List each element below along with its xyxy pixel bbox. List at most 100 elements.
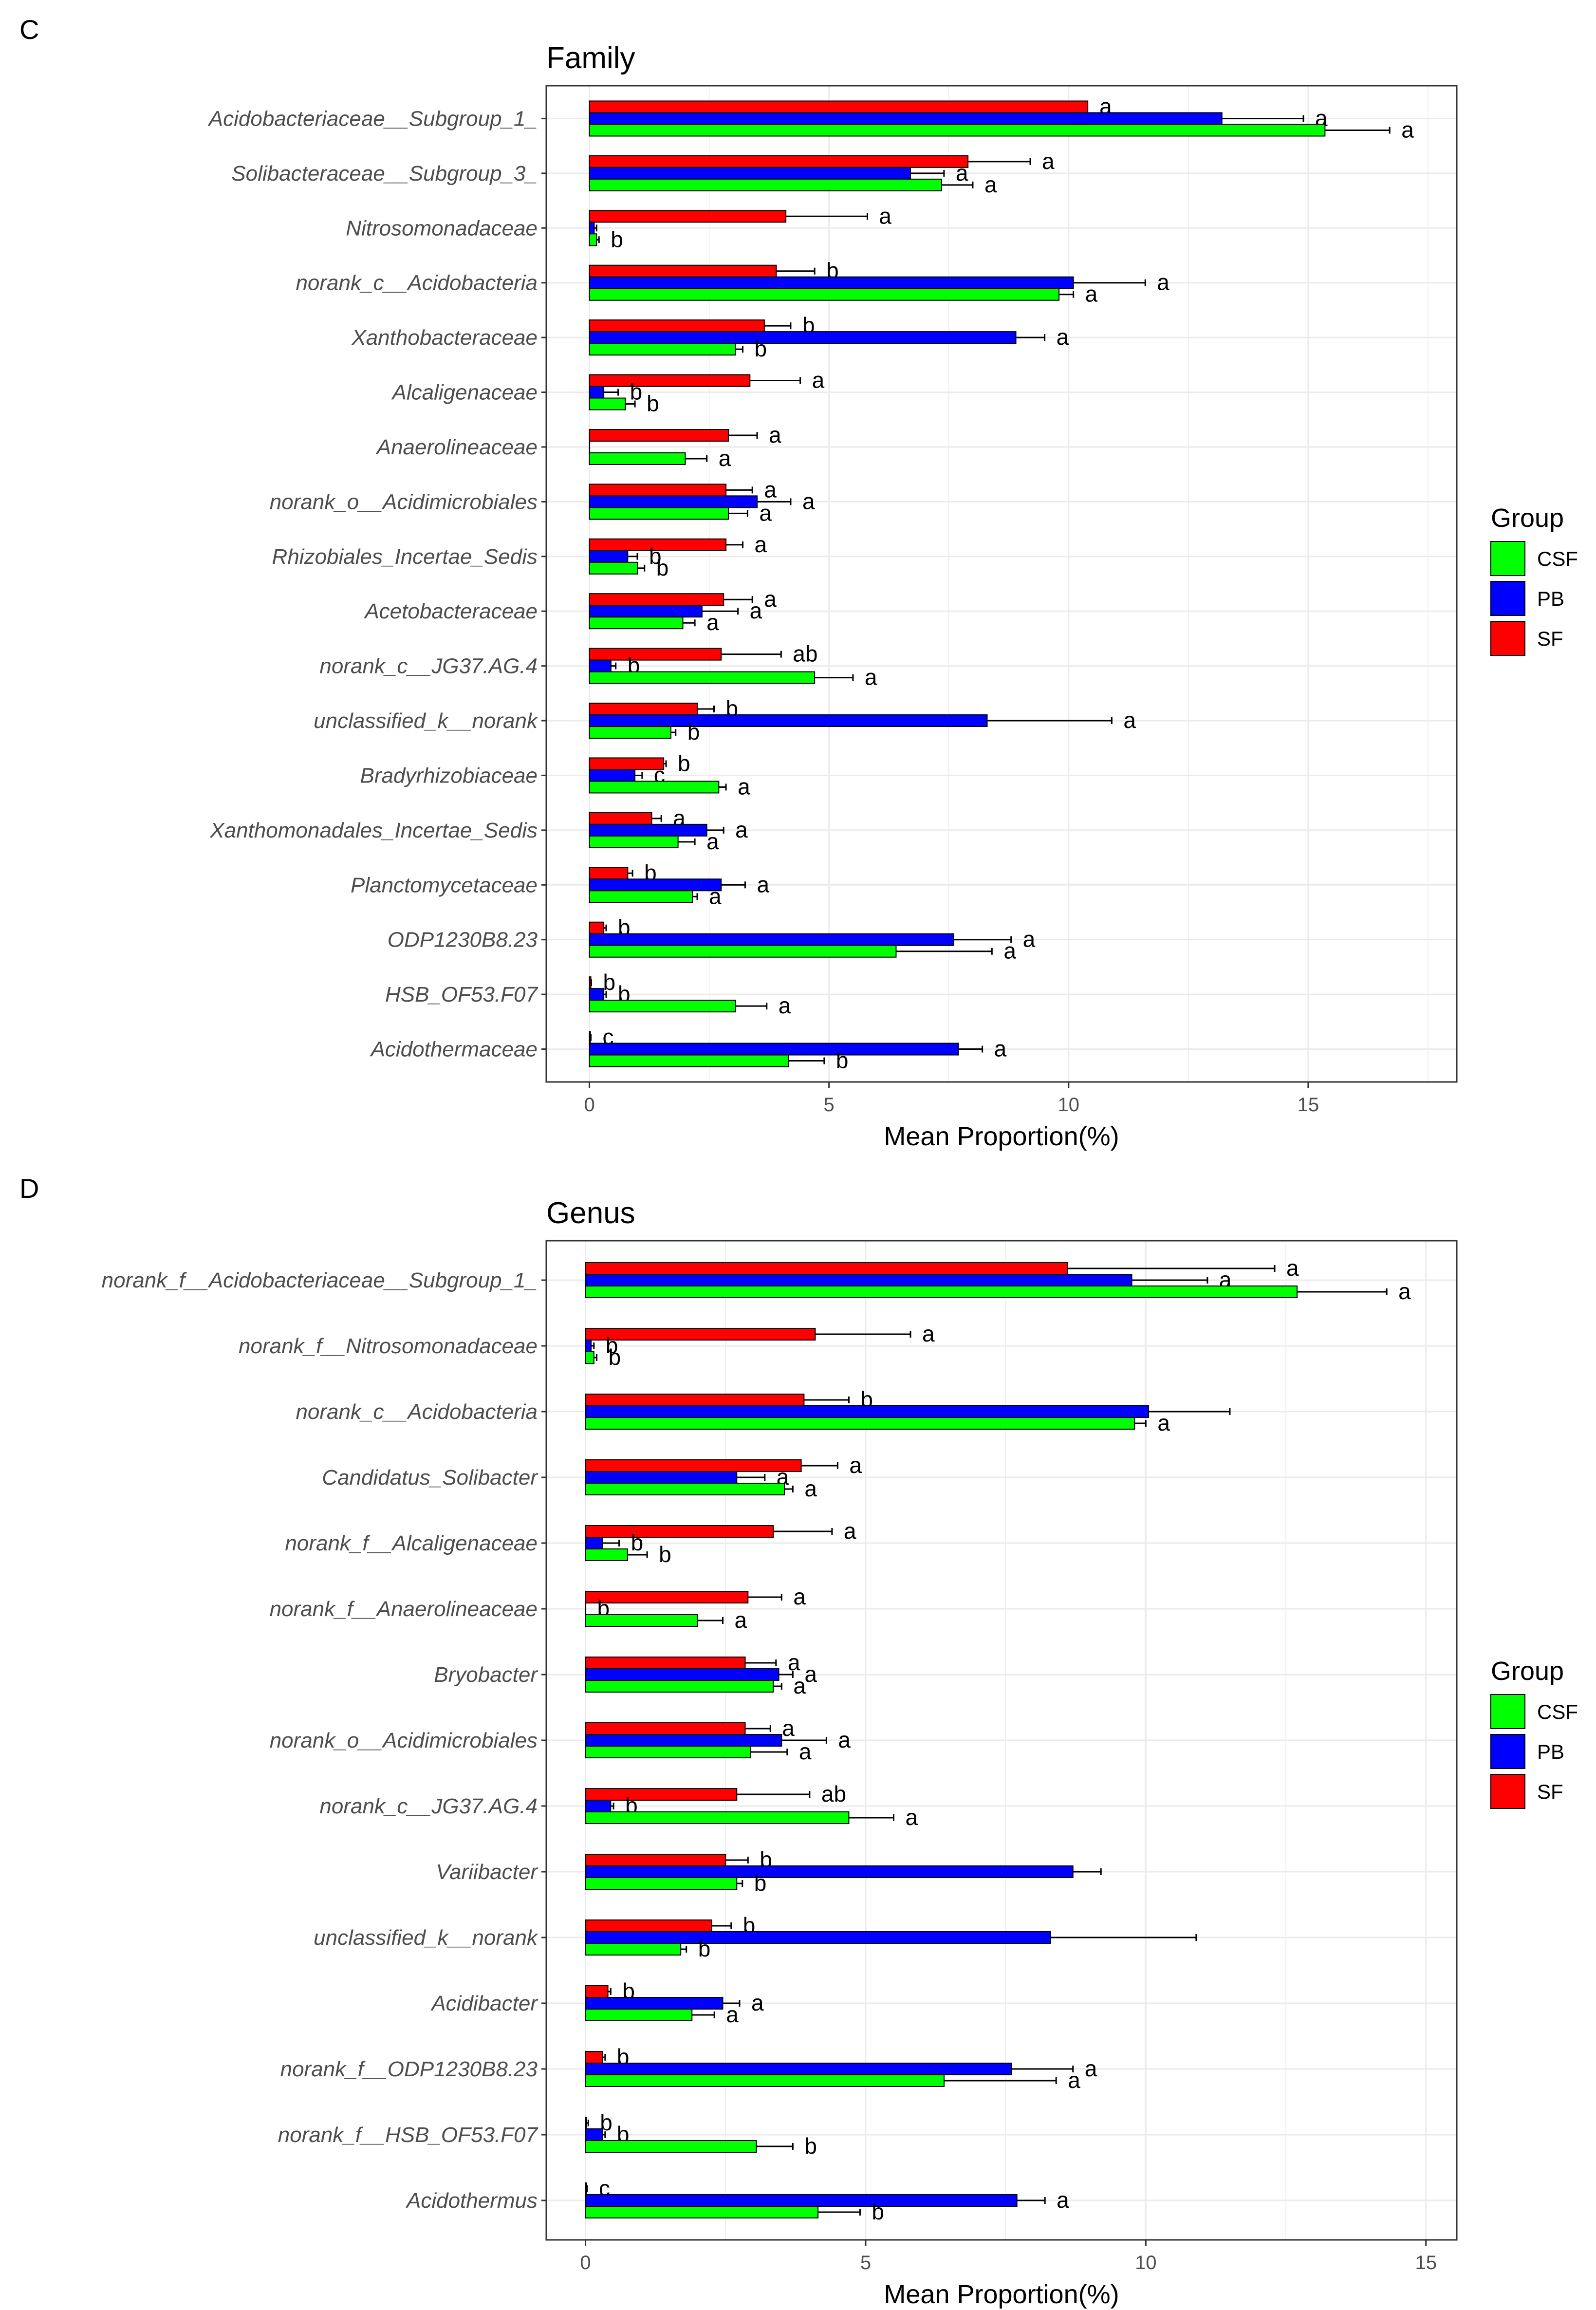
bar-pb	[589, 495, 758, 508]
significance-label: a	[779, 993, 791, 1018]
significance-label: b	[678, 750, 690, 776]
significance-label: a	[735, 817, 748, 842]
bar-csf	[585, 1811, 850, 1824]
bar-sf	[589, 757, 665, 770]
significance-label: b	[630, 379, 643, 405]
x-tick-label: 10	[1058, 1094, 1080, 1116]
category-label: Rhizobiales_Incertae_Sedis	[272, 545, 538, 569]
significance-label: a	[1085, 281, 1098, 307]
significance-label: a	[1003, 938, 1016, 964]
significance-label: a	[799, 1739, 812, 1764]
significance-label: b	[755, 336, 767, 361]
category-label: HSB_OF53.F07	[385, 983, 538, 1006]
bar-csf	[589, 671, 816, 684]
bar-pb	[585, 1471, 738, 1484]
category-label: Acidothermus	[405, 2189, 538, 2213]
category-label: norank_f__HSB_OF53.F07	[278, 2123, 538, 2147]
bar-pb	[589, 605, 703, 618]
legend-label-sf: SF	[1537, 627, 1563, 650]
significance-label: a	[922, 1321, 935, 1346]
significance-label: a	[738, 774, 750, 799]
bar-sf	[589, 648, 722, 661]
x-axis-title: Mean Proportion(%)	[884, 2280, 1119, 2309]
significance-label: a	[755, 532, 767, 557]
bar-sf	[585, 1985, 609, 1998]
significance-label: a	[905, 1805, 918, 1830]
bar-pb	[585, 1931, 1051, 1944]
bar-pb	[589, 823, 707, 837]
x-tick-label: 5	[860, 2252, 871, 2273]
bar-csf	[589, 726, 671, 739]
bar-pb	[585, 2063, 1012, 2075]
category-label: norank_c__JG37.AG.4	[319, 654, 538, 678]
category-label: norank_f__ODP1230B8.23	[280, 2057, 538, 2081]
significance-label: a	[719, 446, 731, 471]
significance-label: a	[788, 1650, 800, 1675]
category-label: Alcaligenaceae	[391, 381, 538, 405]
significance-label: a	[994, 1036, 1007, 1062]
significance-label: a	[751, 1990, 764, 2015]
legend-label-csf: CSF	[1537, 547, 1578, 570]
significance-label: b	[611, 226, 623, 252]
bar-csf	[585, 1285, 1298, 1298]
significance-label: a	[804, 1476, 817, 1501]
bar-sf	[589, 100, 1089, 113]
bar-pb	[585, 1865, 1074, 1878]
significance-label: b	[804, 2133, 817, 2159]
significance-label: b	[647, 391, 659, 416]
category-label: Solibacteraceae__Subgroup_3_	[231, 162, 538, 186]
bar-pb	[589, 222, 595, 235]
bar-sf	[589, 812, 652, 825]
bar-sf	[585, 1328, 816, 1341]
significance-label: b	[609, 1344, 621, 1370]
bar-csf	[585, 1943, 682, 1956]
bar-csf	[589, 1000, 736, 1013]
panel-letter: D	[19, 1173, 39, 1204]
legend-label-pb: PB	[1537, 587, 1564, 610]
category-label: norank_f__Nitrosomonadaceae	[239, 1334, 538, 1358]
panel-d: DGenusaabaaaaaabbbbbbcababbaabaabaabaaba…	[19, 1173, 1578, 2309]
bar-pb	[585, 1734, 782, 1747]
category-label: Variibacter	[436, 1860, 538, 1884]
bar-csf	[585, 1548, 628, 1561]
significance-label: a	[706, 829, 719, 854]
significance-label: a	[1123, 708, 1136, 733]
legend-label-csf: CSF	[1537, 1700, 1578, 1723]
bar-sf	[585, 1262, 1068, 1275]
bar-sf	[589, 867, 629, 880]
significance-label: a	[812, 368, 825, 393]
bar-csf	[585, 2140, 757, 2153]
bar-sf	[589, 593, 724, 606]
category-label: Candidatus_Solibacter	[322, 1466, 538, 1490]
significance-label: a	[1157, 270, 1169, 295]
bar-sf	[585, 2117, 587, 2129]
bar-csf	[589, 1054, 789, 1067]
bar-sf	[589, 374, 751, 387]
bar-csf	[589, 397, 626, 410]
bar-pb	[589, 714, 988, 727]
legend-title: Group	[1491, 1657, 1564, 1686]
significance-label: a	[1068, 2068, 1080, 2093]
bar-csf	[585, 2009, 693, 2021]
significance-label: a	[1057, 2187, 1069, 2213]
bar-csf	[585, 1877, 738, 1890]
significance-label: a	[849, 1453, 862, 1478]
bar-pb	[589, 331, 1017, 344]
bar-pb	[585, 1405, 1150, 1418]
legend-swatch-pb	[1490, 581, 1525, 616]
bar-csf	[589, 233, 597, 246]
bar-csf	[585, 1417, 1135, 1430]
bar-sf	[589, 703, 698, 716]
bar-sf	[589, 319, 765, 333]
category-label: Bradyrhizobiaceae	[360, 764, 538, 787]
bar-sf	[589, 921, 605, 934]
bar-sf	[589, 210, 787, 223]
significance-label: b	[687, 719, 700, 745]
significance-label: b	[631, 1530, 644, 1555]
bar-pb	[585, 2128, 603, 2141]
bar-pb	[589, 386, 605, 399]
significance-label: a	[750, 598, 762, 623]
category-label: Bryobacter	[434, 1663, 538, 1687]
significance-label: a	[1057, 324, 1069, 350]
category-label: norank_c__Acidobacteria	[296, 1400, 538, 1424]
